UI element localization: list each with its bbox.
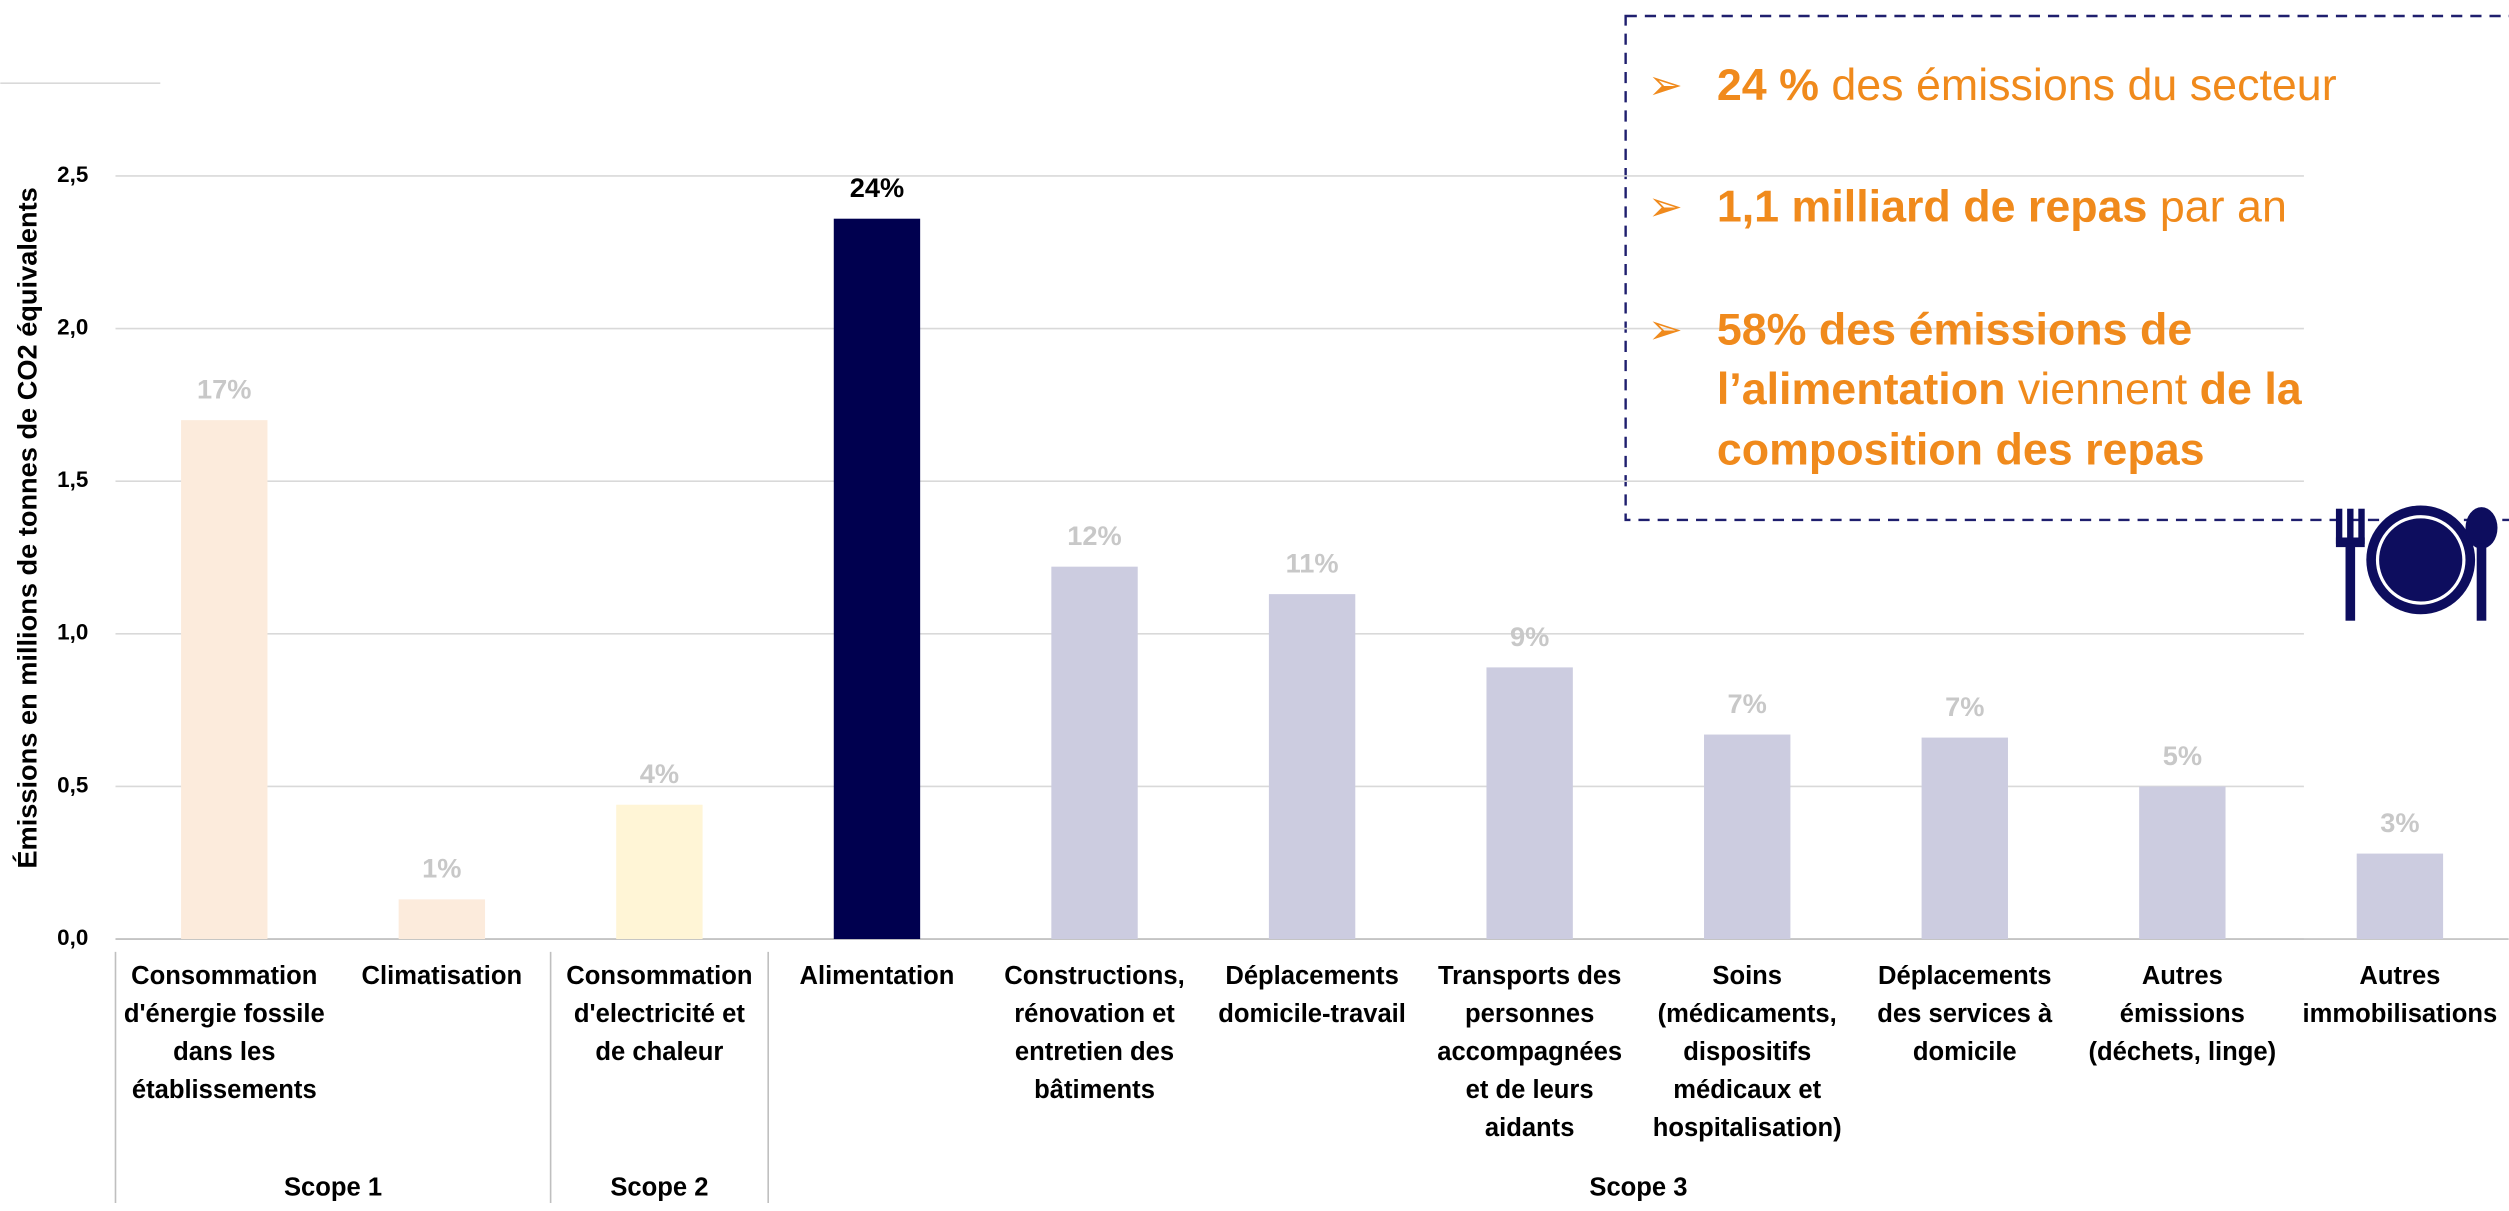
x-tick-label: Déplacements: [1225, 962, 1398, 990]
bar: [181, 420, 268, 940]
y-tick-label: 0,5: [57, 772, 88, 797]
bullet-arrow: ➢: [1648, 306, 1683, 353]
bar: [1704, 734, 1791, 940]
x-tick-label: établissements: [132, 1076, 317, 1104]
value-label: 17%: [197, 374, 251, 405]
x-tick-label: émissions: [2120, 1000, 2245, 1028]
x-tick-label: entretien des: [1015, 1038, 1174, 1066]
annotation-run: 24 %: [1717, 60, 1819, 110]
annotation-line: 1,1 milliard de repas par an: [1717, 181, 2287, 231]
y-tick-label: 0,0: [57, 925, 88, 950]
x-tick-label: Alimentation: [800, 962, 955, 990]
x-tick-label: Constructions,: [1004, 962, 1184, 990]
x-tick-label: domicile: [1913, 1038, 2017, 1066]
value-label: 3%: [2380, 807, 2419, 838]
x-tick-label: dispositifs: [1683, 1038, 1811, 1066]
y-tick-label: 1,0: [57, 620, 88, 645]
x-tick-label: des services à: [1877, 1000, 2053, 1028]
x-tick-label: domicile-travail: [1218, 1000, 1406, 1028]
y-axis-label: Émissions en millions de tonnes de CO2 é…: [11, 187, 42, 868]
bar: [2356, 853, 2444, 940]
x-tick-label: aidants: [1485, 1114, 1575, 1142]
value-label: 11%: [1286, 548, 1339, 579]
plate-icon: [2335, 505, 2498, 621]
x-tick-label: personnes: [1465, 1000, 1594, 1028]
x-tick-label: rénovation et: [1014, 1000, 1175, 1028]
x-tick-label: d'electricité et: [574, 1000, 745, 1028]
value-label: 12%: [1067, 520, 1121, 551]
x-tick-label: Déplacements: [1878, 962, 2051, 990]
x-tick-label: Autres: [2142, 962, 2223, 990]
bar: [1268, 594, 1356, 940]
annotation-run: viennent: [2005, 364, 2199, 414]
value-label: 4%: [640, 758, 679, 789]
y-tick-label: 2,5: [57, 162, 88, 187]
group-label: Scope 1: [284, 1173, 382, 1201]
group-label: Scope 3: [1589, 1173, 1687, 1201]
bar: [398, 899, 486, 940]
value-label: 24%: [850, 172, 904, 203]
x-tick-label: Transports des: [1438, 962, 1621, 990]
annotation-run: l’alimentation: [1717, 364, 2006, 414]
annotation-run: de la: [2200, 364, 2303, 414]
bar: [833, 218, 921, 940]
value-label: 9%: [1510, 621, 1549, 652]
x-tick-label: immobilisations: [2303, 1000, 2498, 1028]
bar: [1921, 737, 2008, 940]
x-tick-label: (médicaments,: [1658, 1000, 1837, 1028]
bar: [1051, 566, 1138, 940]
group-label: Scope 2: [610, 1173, 708, 1201]
annotation-run: par an: [2147, 181, 2286, 231]
value-label: 7%: [1945, 691, 1984, 722]
x-tick-label: de chaleur: [595, 1038, 723, 1066]
y-tick-label: 1,5: [57, 467, 88, 492]
annotation-line: 24 % des émissions du secteur: [1717, 60, 2337, 110]
annotation-run: 58% des émissions de: [1717, 305, 2192, 355]
bullet-arrow: ➢: [1648, 61, 1683, 108]
annotation-run: composition des repas: [1717, 425, 2205, 475]
annotation-line: composition des repas: [1717, 425, 2205, 475]
x-tick-label: accompagnées: [1437, 1038, 1622, 1066]
y-tick-label: 2,0: [57, 315, 88, 340]
x-tick-label: dans les: [173, 1038, 275, 1066]
bar: [1486, 667, 1573, 940]
x-tick-label: et de leurs: [1466, 1076, 1594, 1104]
x-tick-label: Climatisation: [362, 962, 523, 990]
x-tick-label: Soins: [1712, 962, 1782, 990]
annotation-run: des émissions du secteur: [1819, 60, 2337, 110]
bullet-arrow: ➢: [1648, 183, 1683, 230]
annotation-line: l’alimentation viennent de la: [1717, 364, 2303, 414]
x-tick-label: Consommation: [131, 962, 317, 990]
x-tick-label: médicaux et: [1673, 1076, 1821, 1104]
x-tick-label: hospitalisation): [1653, 1114, 1842, 1142]
value-label: 7%: [1728, 688, 1767, 719]
x-tick-label: bâtiments: [1034, 1076, 1155, 1104]
value-label: 1%: [422, 853, 461, 884]
value-label: 5%: [2163, 740, 2202, 771]
x-tick-label: Consommation: [566, 962, 752, 990]
annotation-run: 1,1 milliard de repas: [1717, 181, 2148, 231]
x-tick-label: (déchets, linge): [2089, 1038, 2277, 1066]
bar: [2139, 786, 2226, 940]
x-tick-label: Autres: [2359, 962, 2440, 990]
bar: [616, 804, 703, 940]
x-tick-label: d'énergie fossile: [124, 1000, 325, 1028]
annotation-line: 58% des émissions de: [1717, 305, 2192, 355]
